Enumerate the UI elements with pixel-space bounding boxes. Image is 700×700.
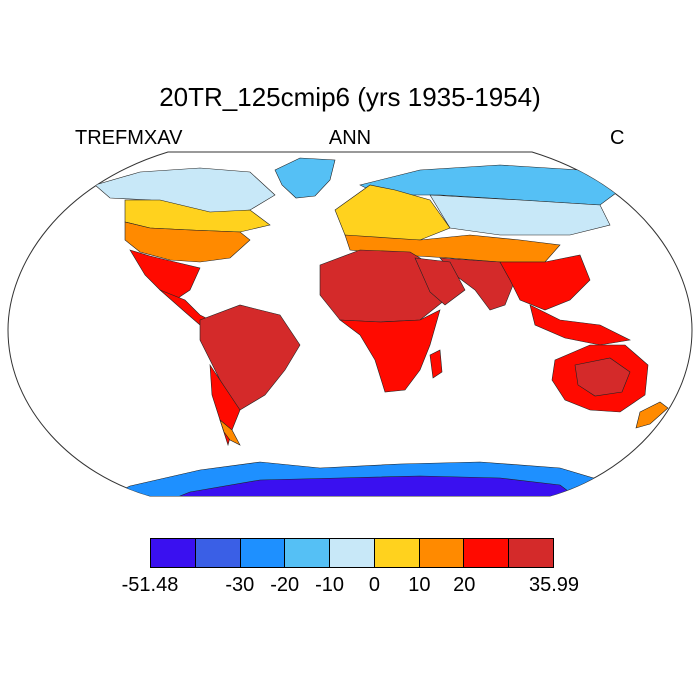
land-greenland (274, 157, 336, 199)
land-siberia (429, 194, 611, 236)
colorbar-tick-label: -20 (270, 574, 300, 596)
land-australia-interior (574, 357, 631, 397)
land-south-america (199, 304, 301, 411)
world-temperature-map (7, 151, 693, 497)
units-label: C (610, 127, 625, 149)
colorbar-swatch (464, 539, 510, 567)
colorbar-swatch (151, 539, 196, 567)
land-east-asia (499, 254, 591, 311)
colorbar-tick-label: 10 (408, 574, 431, 596)
land-central-africa (339, 309, 441, 393)
land-southeast-asia (529, 304, 631, 346)
colorbar-tick-label: 0 (368, 574, 380, 596)
land-patagonia (219, 419, 241, 446)
colorbar-swatch (240, 539, 286, 567)
period-label: ANN (328, 127, 372, 149)
colorbar-tick-label: -51.48 (121, 574, 179, 596)
colorbar-tick-label: 35.99 (528, 574, 580, 596)
map-title: 20TR_125cmip6 (yrs 1935-1954) (159, 82, 541, 112)
land-madagascar (429, 349, 443, 379)
land-usa (124, 221, 251, 263)
land-north-africa (319, 249, 446, 323)
colorbar-swatch (330, 539, 375, 567)
colorbar-tick-label: -10 (315, 574, 344, 596)
colorbar-swatch (195, 539, 241, 567)
colorbar-tick-label: 20 (453, 574, 476, 596)
variable-label: TREFMXAV (75, 127, 183, 149)
colorbar-tick-label: -30 (225, 574, 255, 596)
colorbar-swatch (509, 539, 554, 567)
land-new-zealand (635, 401, 669, 429)
colorbar-swatch (374, 539, 420, 567)
land-arabia (414, 257, 466, 306)
land-mexico (129, 249, 201, 301)
colorbar-swatch (285, 539, 331, 567)
colorbar-swatch (419, 539, 465, 567)
land-antarctica-interior (169, 475, 581, 496)
land-south-america-south (209, 363, 241, 447)
colorbar (150, 538, 554, 568)
